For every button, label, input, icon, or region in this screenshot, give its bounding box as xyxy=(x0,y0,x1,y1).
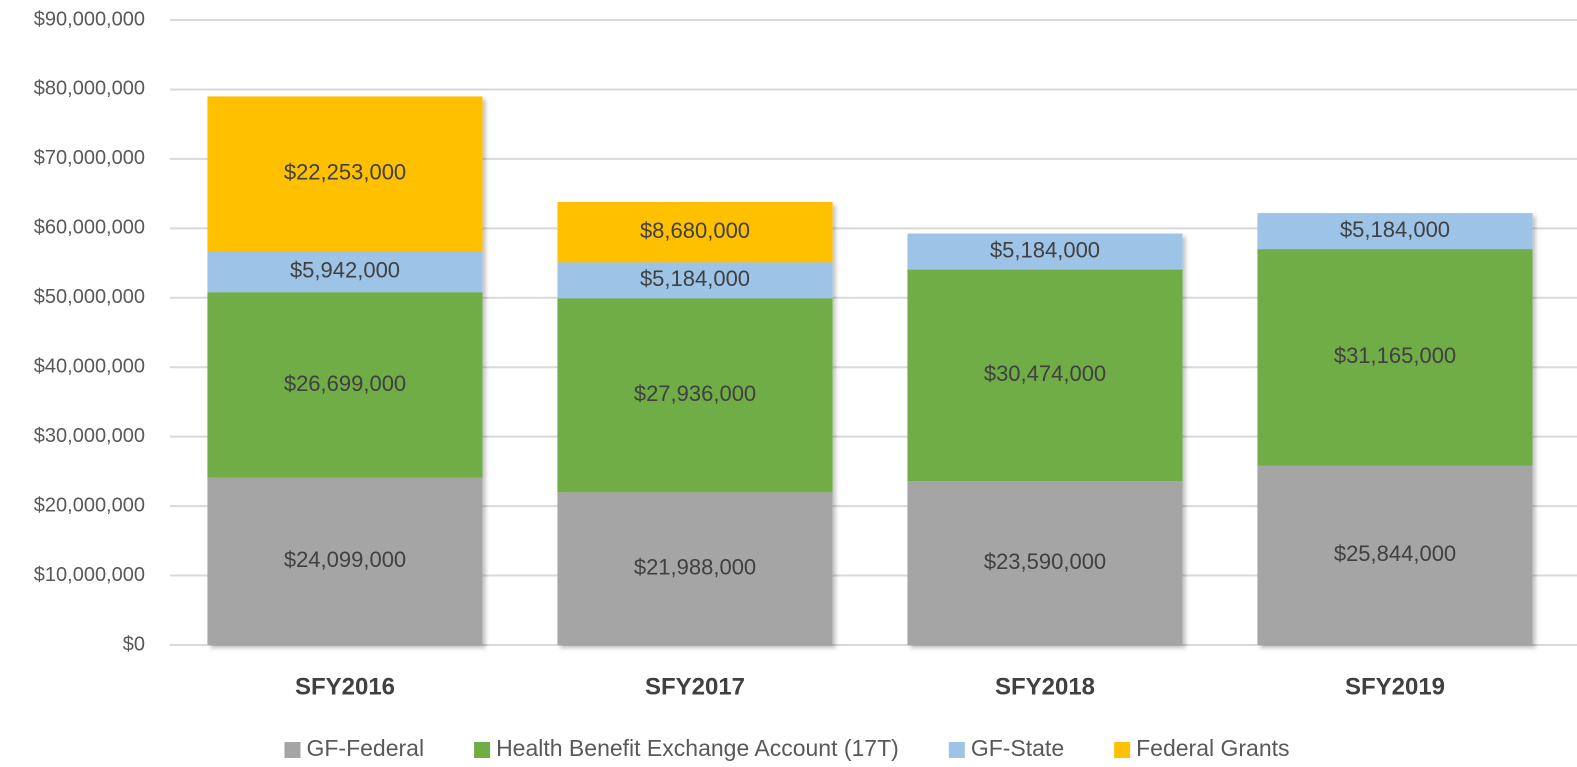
bar-segment xyxy=(1257,213,1533,250)
value-label: $23,590,000 xyxy=(984,549,1106,574)
legend-swatch xyxy=(474,742,491,758)
bar-segment xyxy=(907,233,1183,270)
bar-segment xyxy=(207,477,483,645)
y-tick-label: $60,000,000 xyxy=(34,217,145,239)
value-label: $5,184,000 xyxy=(640,266,750,291)
legend-swatch xyxy=(284,742,301,758)
value-label: $25,844,000 xyxy=(1334,541,1456,566)
y-tick-label: $10,000,000 xyxy=(34,564,145,586)
y-tick-label: $0 xyxy=(123,633,145,655)
legend-swatch xyxy=(1114,742,1131,758)
value-label: $21,988,000 xyxy=(634,554,756,579)
value-label: $5,184,000 xyxy=(990,237,1100,262)
bar-segment xyxy=(207,250,483,293)
y-tick-label: $80,000,000 xyxy=(34,78,145,100)
x-tick-label: SFY2017 xyxy=(645,673,745,700)
value-label: $24,099,000 xyxy=(284,547,406,572)
bar-segment xyxy=(557,262,833,299)
value-label: $27,936,000 xyxy=(634,381,756,406)
y-tick-label: $70,000,000 xyxy=(34,147,145,169)
y-tick-label: $30,000,000 xyxy=(34,425,145,447)
x-tick-label: SFY2018 xyxy=(995,673,1095,700)
y-tick-label: $40,000,000 xyxy=(34,356,145,378)
bar-segment xyxy=(907,481,1183,645)
value-label: $22,253,000 xyxy=(284,160,406,185)
x-tick-label: SFY2016 xyxy=(295,673,395,700)
legend: GF-Federal Health Benefit Exchange Accoun… xyxy=(284,735,1290,761)
legend-label: Health Benefit Exchange Account (17T) xyxy=(496,735,899,761)
value-label: $30,474,000 xyxy=(984,361,1106,386)
bar-segment xyxy=(207,292,483,478)
bars xyxy=(207,96,1533,645)
bar-segment xyxy=(207,96,483,251)
bar-segment xyxy=(557,492,833,645)
bar-segment xyxy=(1257,249,1533,466)
y-tick-label: $90,000,000 xyxy=(34,8,145,30)
value-label: $5,184,000 xyxy=(1340,217,1450,242)
legend-label: GF-Federal xyxy=(306,735,424,761)
y-tick-label: $20,000,000 xyxy=(34,494,145,516)
bar-segment xyxy=(907,269,1183,482)
bar-segment xyxy=(557,298,833,493)
value-labels: $24,099,000 $26,699,000 $5,942,000 $22,253,… xyxy=(284,160,1456,580)
value-label: $31,165,000 xyxy=(1334,343,1456,368)
bar-segment xyxy=(557,202,833,263)
bar-segment xyxy=(1257,465,1533,645)
y-tick-label: $50,000,000 xyxy=(34,286,145,308)
value-label: $5,942,000 xyxy=(290,257,400,282)
value-label: $26,699,000 xyxy=(284,371,406,396)
x-tick-label: SFY2019 xyxy=(1345,673,1445,700)
legend-label: GF-State xyxy=(971,735,1064,761)
value-label: $8,680,000 xyxy=(640,218,750,243)
legend-swatch xyxy=(948,742,965,758)
legend-label: Federal Grants xyxy=(1136,735,1289,761)
